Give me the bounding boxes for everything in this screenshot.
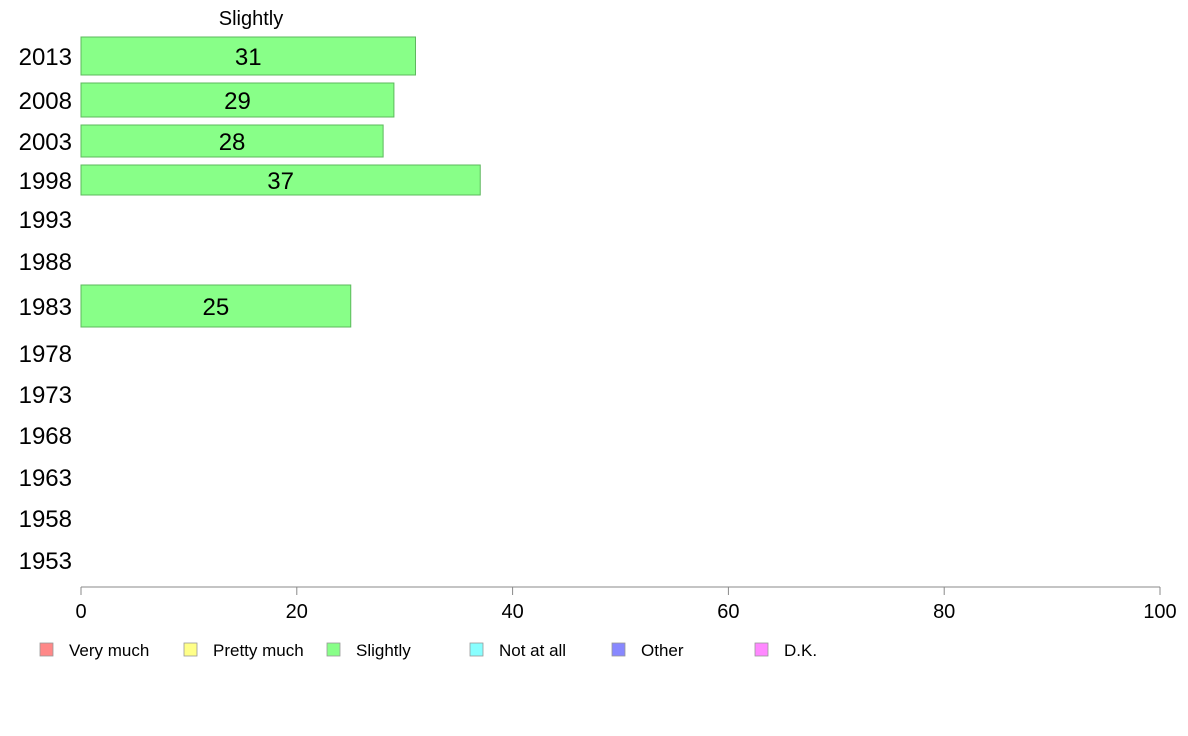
- x-axis: 0 20 40 60 80 100: [75, 586, 1177, 623]
- bar-value-label: 29: [224, 88, 251, 115]
- bar-value-label: 31: [235, 44, 262, 71]
- bars-group: 31 29 28 37 25: [80, 36, 481, 328]
- category-labels: 2013 2008 2003 1998 1993 1988 1983 1978 1973 1968…: [19, 44, 72, 575]
- x-tick-label: 20: [286, 601, 308, 623]
- bar: [80, 82, 395, 118]
- bar-value-label: 25: [203, 294, 230, 321]
- category-label: 1968: [19, 423, 72, 450]
- bar: [80, 36, 416, 76]
- legend-label: Other: [641, 641, 684, 660]
- bar: [80, 284, 352, 328]
- category-label: 2013: [19, 44, 72, 71]
- x-tick-label: 0: [75, 601, 86, 623]
- bar: [80, 164, 481, 196]
- x-tick-label: 100: [1143, 601, 1176, 623]
- category-label: 1988: [19, 249, 72, 276]
- panel-title: Slightly: [219, 8, 283, 30]
- legend-item: Very much: [39, 641, 149, 660]
- legend-label: Very much: [69, 641, 149, 660]
- legend-swatch: [469, 642, 484, 657]
- category-label: 1978: [19, 341, 72, 368]
- legend-swatch: [39, 642, 54, 657]
- category-label: 1993: [19, 207, 72, 234]
- x-tick-label: 80: [933, 601, 955, 623]
- legend-label: D.K.: [784, 641, 817, 660]
- legend-swatch: [183, 642, 198, 657]
- category-label: 1963: [19, 465, 72, 492]
- category-label: 1983: [19, 294, 72, 321]
- category-label: 1953: [19, 548, 72, 575]
- bar: [80, 124, 384, 158]
- bar-value-label: 37: [267, 168, 294, 195]
- legend-label: Not at all: [499, 641, 566, 660]
- legend-item: D.K.: [754, 641, 817, 660]
- category-label: 2003: [19, 129, 72, 156]
- x-tick-label: 60: [717, 601, 739, 623]
- bar-value-label: 28: [219, 129, 246, 156]
- x-tick-label: 40: [501, 601, 523, 623]
- category-label: 1973: [19, 382, 72, 409]
- legend-label: Pretty much: [213, 641, 304, 660]
- category-label: 1998: [19, 168, 72, 195]
- legend: Very much Pretty much Slightly Not at all Ot…: [39, 641, 817, 660]
- legend-item: Pretty much: [183, 641, 304, 660]
- legend-item: Not at all: [469, 641, 566, 660]
- legend-swatch: [611, 642, 626, 657]
- legend-label: Slightly: [356, 641, 411, 660]
- category-label: 1958: [19, 506, 72, 533]
- legend-swatch: [754, 642, 769, 657]
- legend-item: Other: [611, 641, 684, 660]
- legend-item: Slightly: [326, 641, 411, 660]
- legend-swatch: [326, 642, 341, 657]
- category-label: 2008: [19, 88, 72, 115]
